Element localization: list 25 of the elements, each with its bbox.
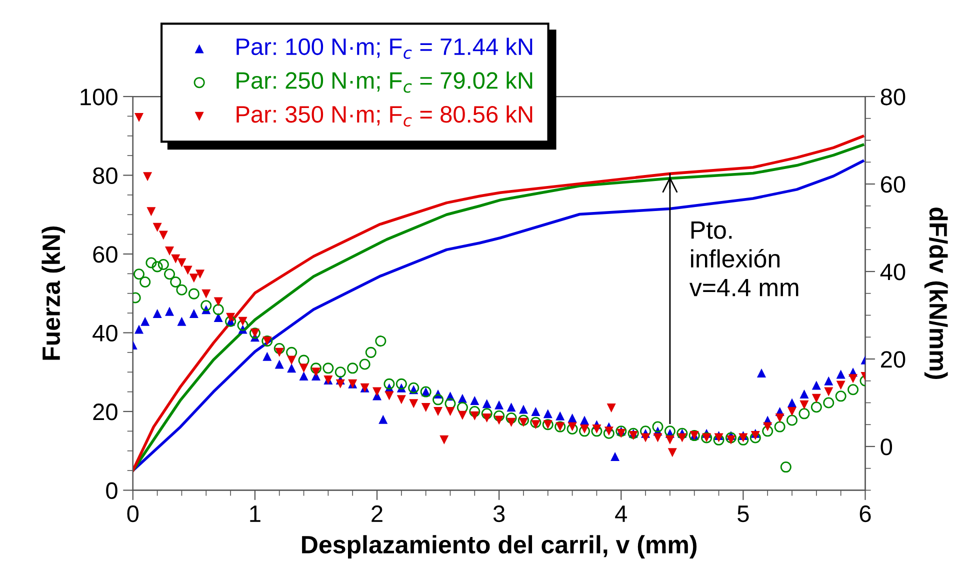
y-tick-label: 40 <box>92 324 118 342</box>
x-tick-label: 5 <box>738 506 749 522</box>
x-tick-label: 0 <box>127 505 139 522</box>
x-tick-label: 6 <box>860 505 871 522</box>
legend-label: Par: 100 N·m; F$_{c}$ = 71.44 kN <box>236 38 532 59</box>
y-axis-title: Fuerza (kN) <box>42 226 66 360</box>
y2-tick-label: 0 <box>880 438 892 456</box>
y2-tick-label: 20 <box>881 351 906 368</box>
y-tick-label: 80 <box>93 167 118 184</box>
legend-label: Par: 250 N·m; F$_{c}$ = 79.02 kN <box>236 72 532 93</box>
x-tick-label: 1 <box>250 506 260 522</box>
y-tick-label: 60 <box>93 246 118 263</box>
y2-axis-title: dF/dv (kN/mm) <box>924 208 948 379</box>
x-tick-label: 2 <box>372 505 382 522</box>
y-tick-label: 20 <box>93 404 118 420</box>
ref-line-label: Pto. inflexión v=4.4 mm <box>689 221 798 296</box>
y-tick-label: 100 <box>80 88 118 106</box>
x-axis-title: Desplazamiento del carril, v (mm) <box>302 535 697 558</box>
legend-label: Par: 350 N·m; F$_{c}$ = 80.56 kN <box>236 105 532 127</box>
x-tick-label: 3 <box>493 505 505 522</box>
y-tick-label: 0 <box>106 482 118 500</box>
y2-tick-label: 60 <box>881 176 906 193</box>
y2-tick-label: 40 <box>880 264 906 280</box>
y2-tick-label: 80 <box>880 88 906 106</box>
x-tick-label: 4 <box>615 506 627 522</box>
